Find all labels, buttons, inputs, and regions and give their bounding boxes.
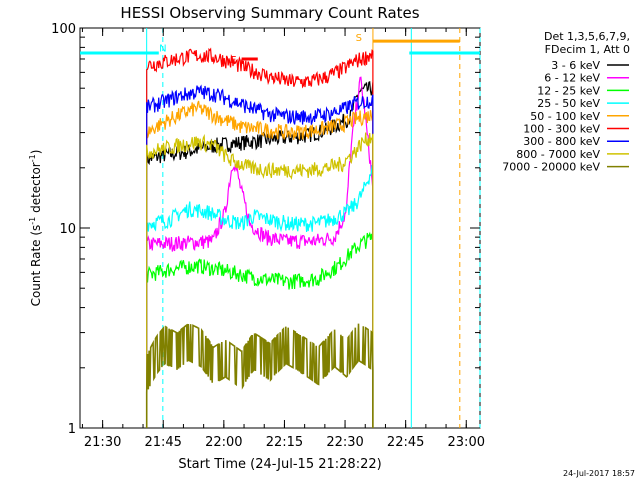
y-axis-label: Count Rate (s-1 detector-1) — [28, 150, 43, 307]
series-line-7 — [146, 132, 374, 428]
x-tick-label-6: 23:00 — [448, 435, 485, 450]
series-line-4 — [146, 100, 374, 428]
series-line-2 — [146, 231, 374, 428]
series-line-6 — [146, 84, 374, 428]
y-tick-label-2: 100 — [51, 22, 76, 37]
series-line-1 — [146, 76, 374, 428]
y-axis-label-sup: -1 — [28, 217, 37, 225]
svg-text:Count Rate (s-1 detector-1): Count Rate (s-1 detector-1) — [28, 150, 43, 307]
y-axis-label-sup2: -1 — [28, 154, 37, 162]
chart-title: HESSI Observing Summary Count Rates — [120, 4, 419, 22]
x-tick-label-4: 22:30 — [326, 435, 363, 450]
x-tick-label-0: 21:30 — [84, 435, 121, 450]
legend-label-4: 50 - 100 keV — [530, 110, 600, 123]
plot-area: N F S 21:30 21:45 22:00 22:15 22:30 22:45 23:00 1 1… — [51, 22, 485, 450]
x-tick-label-2: 22:00 — [205, 435, 242, 450]
x-axis-label: Start Time (24-Jul-15 21:28:22) — [178, 457, 381, 472]
annotation-label-1: F — [231, 55, 237, 66]
legend-label-7: 800 - 7000 keV — [516, 148, 600, 161]
y-axis-label-mid: detector — [29, 162, 43, 217]
annotation-label-2: S — [356, 33, 362, 44]
legend-header-line-1: Det 1,3,5,6,7,9, — [544, 30, 630, 43]
x-tick-label-5: 22:45 — [387, 435, 424, 450]
series-line-8 — [145, 323, 374, 428]
series-line-3 — [146, 164, 374, 428]
legend-label-0: 3 - 6 keV — [551, 59, 600, 72]
legend-label-6: 300 - 800 keV — [523, 135, 600, 148]
legend-header-line-2: FDecim 1, Att 0 — [545, 43, 630, 56]
y-tick-label-1: 10 — [59, 222, 76, 237]
footer-timestamp: 24-Jul-2017 18:57 — [563, 469, 635, 478]
annotation-label-0: N — [159, 43, 166, 54]
series-group — [145, 47, 374, 428]
y-tick-label-0: 1 — [68, 422, 76, 437]
legend-label-1: 6 - 12 keV — [544, 72, 600, 85]
x-tick-label-1: 21:45 — [144, 435, 181, 450]
legend-label-5: 100 - 300 keV — [523, 123, 600, 136]
x-tick-label-3: 22:15 — [266, 435, 303, 450]
series-line-5 — [146, 47, 374, 428]
legend-label-8: 7000 - 20000 keV — [502, 161, 600, 174]
legend-label-3: 25 - 50 keV — [537, 97, 600, 110]
legend-label-2: 12 - 25 keV — [537, 84, 600, 97]
y-axis-label-end: ) — [29, 150, 43, 155]
y-axis-label-main: Count Rate (s — [29, 225, 43, 307]
